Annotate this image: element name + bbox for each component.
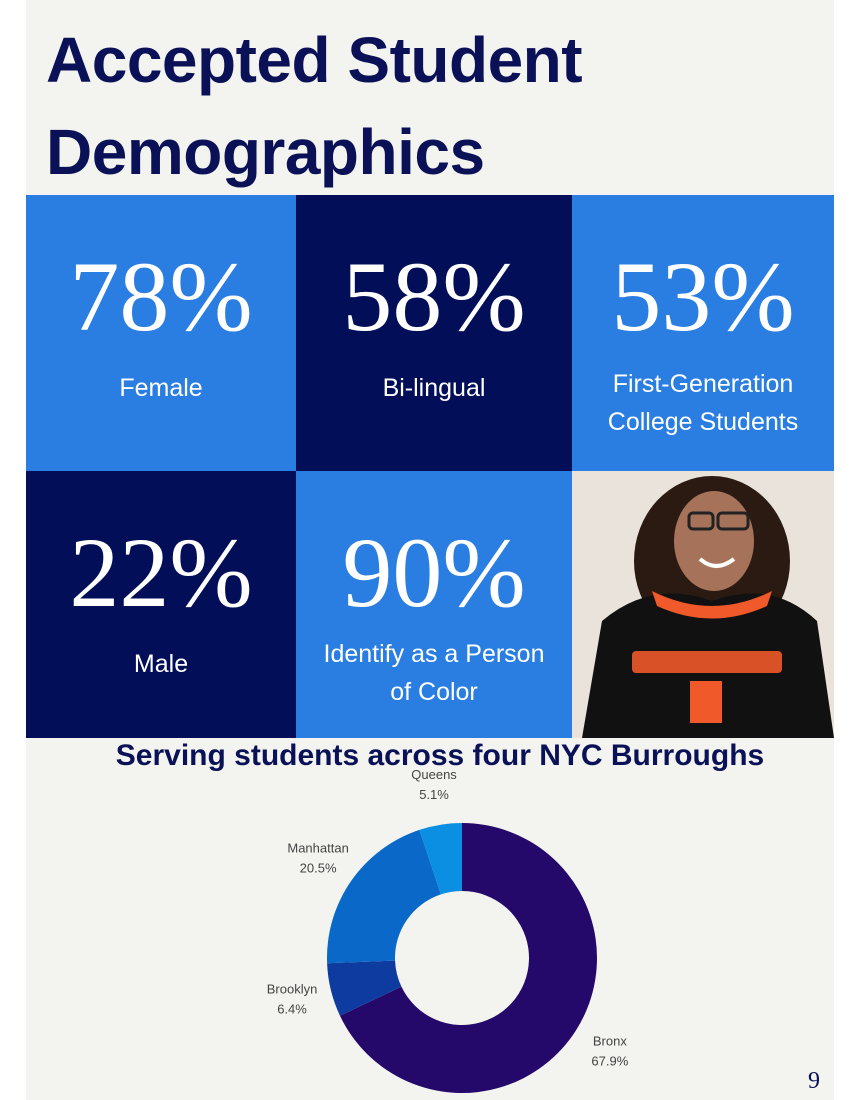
stat-value: 53%: [611, 241, 795, 352]
segment-value: 5.1%: [419, 787, 449, 802]
segment-label: Manhattan: [287, 840, 348, 855]
segment-value: 67.9%: [591, 1054, 628, 1069]
stat-tile: 22% Male: [26, 471, 296, 738]
stat-label: Identify as a Person of Color: [323, 640, 545, 706]
stat-label: Female: [119, 374, 203, 402]
stat-tile: 58% Bi-lingual: [296, 195, 572, 471]
segment-label: Queens: [411, 767, 457, 782]
stat-tile: 78% Female: [26, 195, 296, 471]
donut-segment: [419, 823, 462, 895]
stat-value: 90%: [342, 517, 526, 628]
donut-segment: [327, 960, 402, 1016]
student-photo: [572, 471, 834, 738]
chart-title: Serving students across four NYC Burroug…: [116, 739, 764, 772]
stat-label: Male: [133, 650, 189, 678]
page-number: 9: [808, 1068, 820, 1094]
stat-label: Bi-lingual: [382, 374, 486, 402]
segment-value: 6.4%: [277, 1002, 307, 1017]
donut-segment: [327, 829, 441, 964]
title: Accepted Student Demographics: [46, 24, 583, 188]
stat-value: 58%: [342, 241, 526, 352]
segment-label: Bronx: [593, 1034, 627, 1049]
donut-segment: [339, 823, 598, 1093]
stat-value: 22%: [69, 517, 253, 628]
donut-chart: Serving students across four NYC Burroug…: [116, 739, 764, 1093]
stat-tile: 90% Identify as a Person of Color: [296, 471, 572, 738]
stat-tile: 53% First-Generation College Students: [572, 195, 834, 471]
segment-value: 20.5%: [300, 860, 337, 875]
segment-label: Brooklyn: [267, 982, 318, 997]
stat-value: 78%: [69, 241, 253, 352]
stat-label: First-Generation College Students: [607, 370, 799, 436]
